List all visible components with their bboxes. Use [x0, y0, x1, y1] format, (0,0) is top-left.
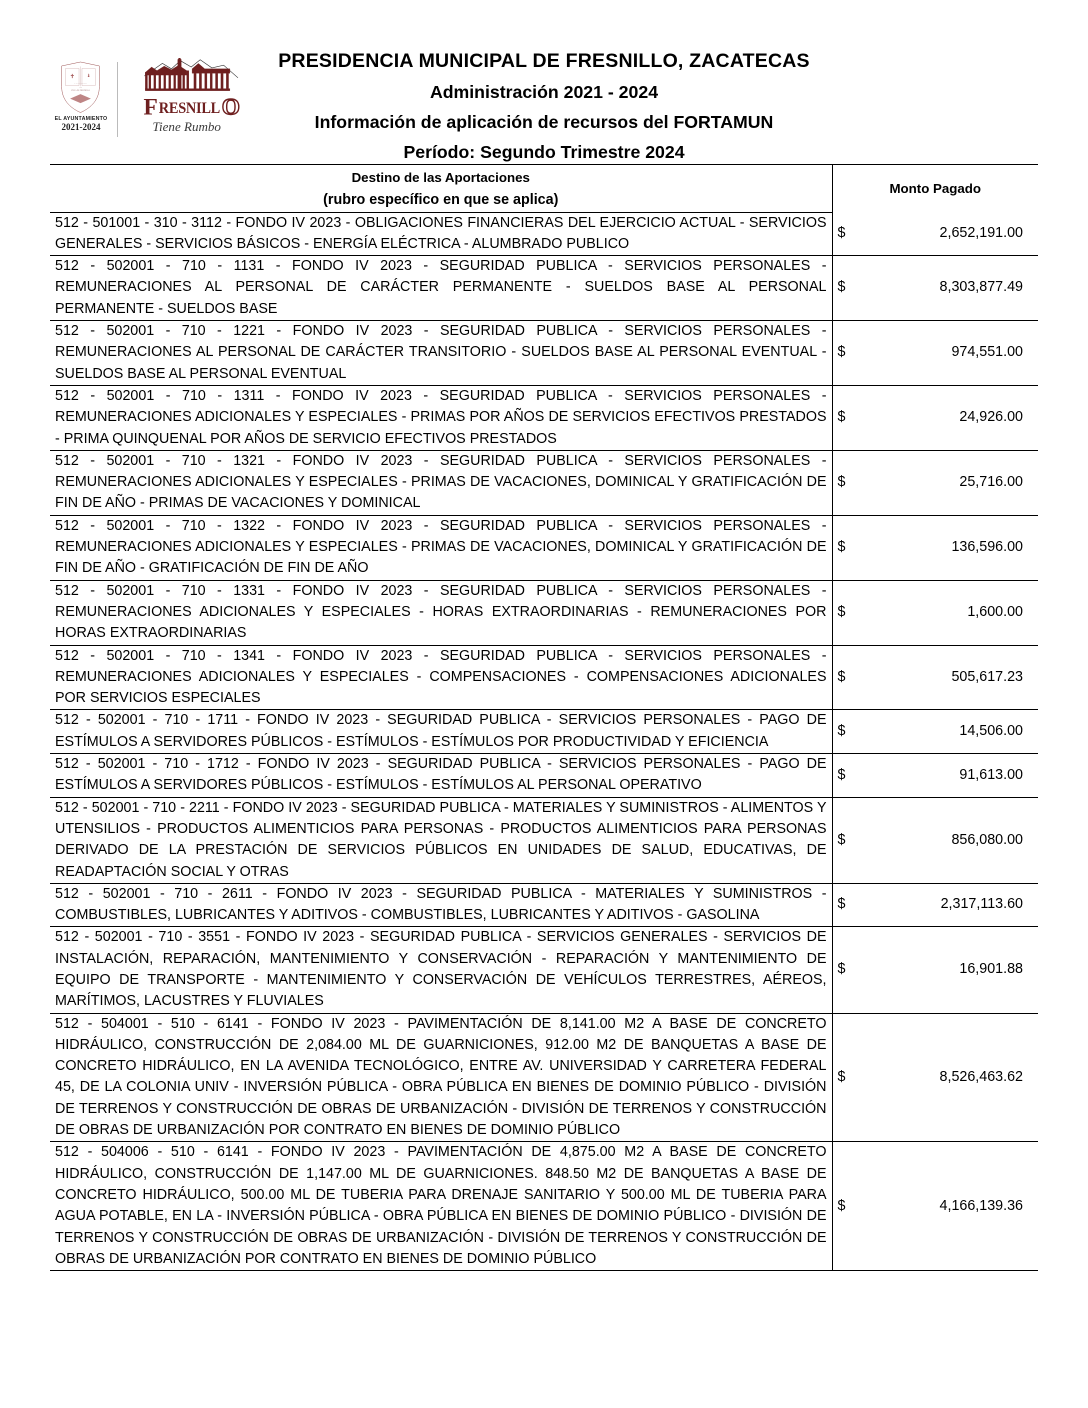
svg-text:♝: ♝ — [87, 73, 91, 78]
svg-text:RESNILL: RESNILL — [159, 100, 220, 117]
svg-text:Tiene Rumbo: Tiene Rumbo — [153, 119, 222, 134]
svg-text:✝: ✝ — [70, 74, 75, 80]
svg-text:O: O — [222, 95, 240, 121]
svg-text:F: F — [144, 95, 158, 121]
